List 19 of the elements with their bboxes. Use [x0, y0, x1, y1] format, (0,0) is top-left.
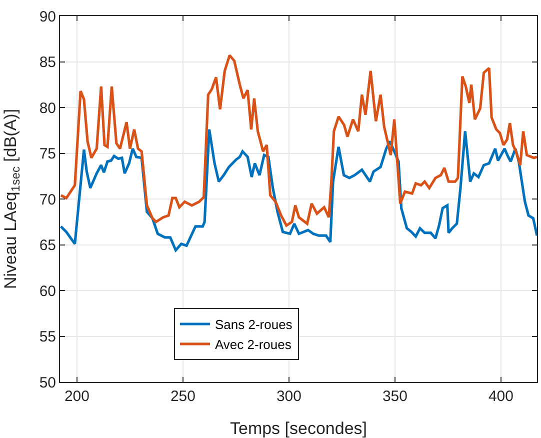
x-tick-label: 250 — [170, 388, 196, 405]
x-tick-label: 200 — [64, 388, 90, 405]
x-tick-label: 400 — [488, 388, 514, 405]
y-tick-label: 75 — [39, 146, 56, 162]
legend-label: Sans 2-roues — [214, 317, 293, 332]
y-tick-label: 50 — [39, 374, 56, 392]
x-tick-label: 300 — [276, 388, 302, 405]
x-axis-title: Temps [secondes] — [230, 419, 368, 438]
y-tick-label: 60 — [39, 282, 56, 300]
y-tick-label: 65 — [39, 237, 56, 254]
y-tick-label: 55 — [39, 328, 56, 346]
legend-label: Avec 2-roues — [214, 336, 292, 352]
y-tick-label: 80 — [39, 100, 56, 117]
y-tick-label: 70 — [39, 191, 56, 208]
line-series — [60, 54, 537, 227]
y-tick-label: 90 — [39, 8, 56, 26]
y-tick-label: 85 — [39, 54, 56, 71]
line-series — [60, 128, 537, 252]
x-tick-label: 350 — [382, 388, 408, 405]
